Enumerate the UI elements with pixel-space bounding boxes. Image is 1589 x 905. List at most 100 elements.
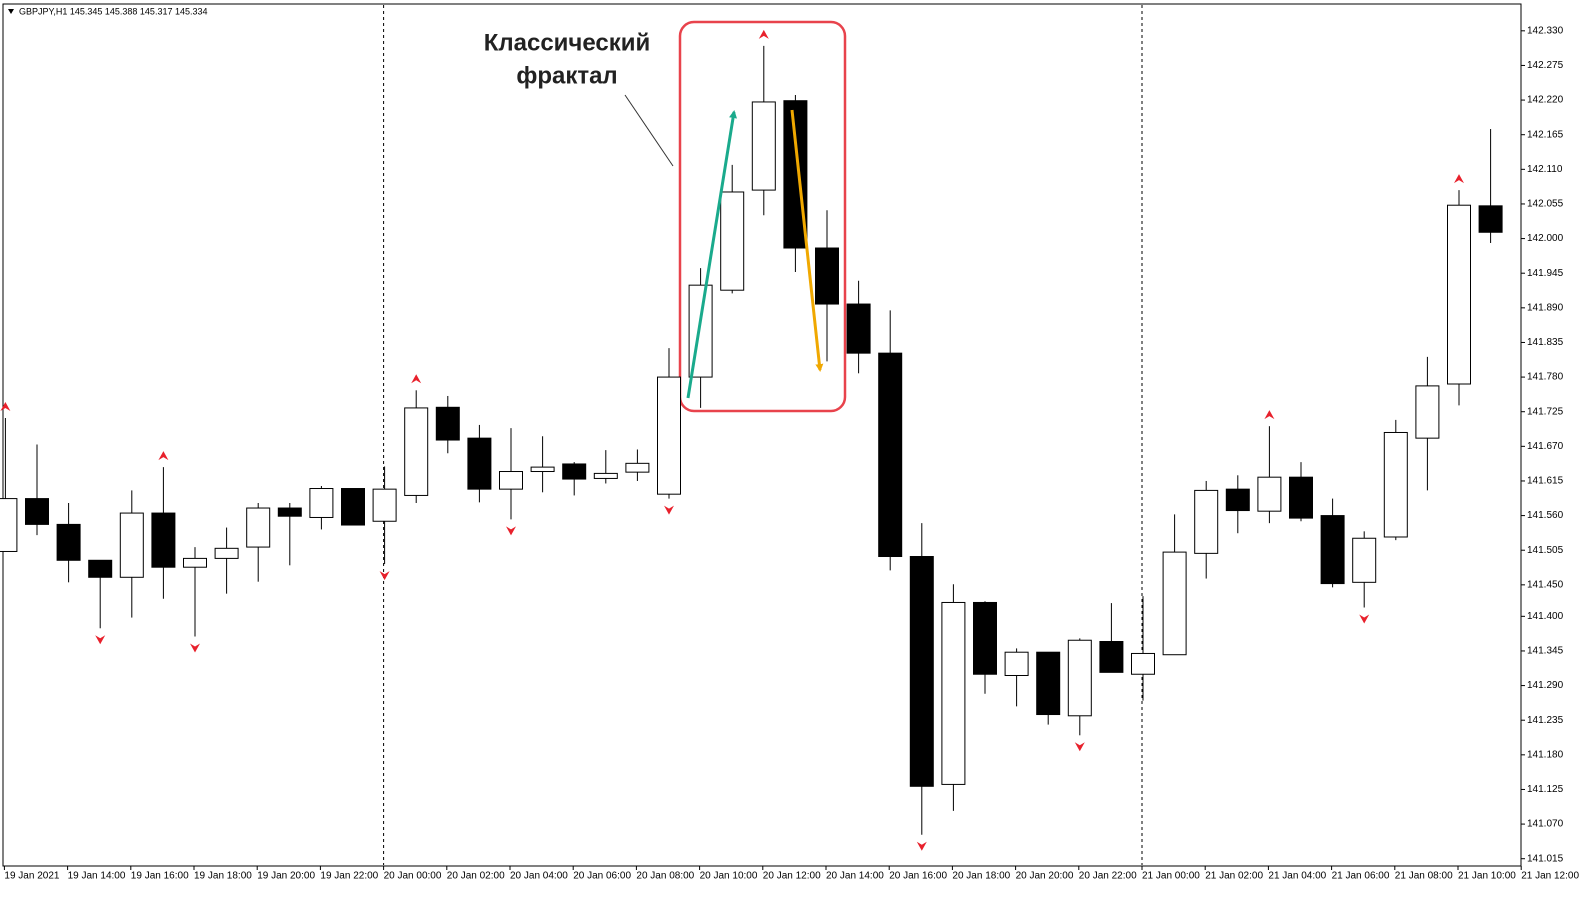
fractal-up [1454, 174, 1464, 184]
candle-body [1320, 515, 1345, 585]
x-tick-label: 20 Jan 00:00 [384, 871, 442, 882]
x-tick-label: 21 Jan 12:00 [1521, 871, 1579, 882]
annotation-connector [624, 94, 674, 167]
fractal-up [158, 451, 169, 461]
x-tick-label: 19 Jan 22:00 [320, 871, 378, 882]
x-tick-label: 19 Jan 18:00 [194, 871, 252, 882]
y-tick-label: 141.180 [1527, 749, 1564, 760]
candle-body [499, 471, 523, 490]
y-tick-label: 142.000 [1527, 233, 1564, 244]
candle-body [1004, 651, 1029, 676]
y-tick-label: 142.165 [1527, 129, 1564, 140]
x-tick-label: 20 Jan 20:00 [1016, 871, 1074, 882]
x-tick-label: 21 Jan 08:00 [1395, 871, 1453, 882]
candle-body [435, 406, 460, 441]
x-tick-label: 21 Jan 02:00 [1205, 871, 1263, 882]
x-tick-label: 20 Jan 18:00 [952, 871, 1010, 882]
x-tick-label: 20 Jan 12:00 [763, 871, 821, 882]
candle-body [25, 498, 49, 525]
candle-body [56, 523, 81, 561]
fractal-down [1359, 614, 1370, 624]
annotation-line: фрактал [516, 62, 617, 89]
candle-body [341, 488, 365, 526]
y-tick-label: 141.450 [1527, 579, 1564, 590]
x-tick-label: 21 Jan 00:00 [1142, 871, 1200, 882]
candle-body [751, 101, 776, 191]
x-tick-label: 20 Jan 06:00 [573, 871, 631, 882]
y-tick-label: 142.330 [1527, 25, 1564, 36]
symbol-header: GBPJPY,H1 145.345 145.388 145.317 145.33… [19, 6, 208, 16]
fractal-down [506, 526, 516, 536]
x-tick-label: 20 Jan 04:00 [510, 871, 568, 882]
x-tick-label: 21 Jan 06:00 [1332, 871, 1390, 882]
x-tick-label: 20 Jan 08:00 [636, 871, 694, 882]
candle-body [404, 407, 429, 496]
candle-body [625, 462, 650, 473]
fractal-up [1264, 410, 1275, 420]
y-tick-label: 141.345 [1527, 646, 1564, 657]
x-tick-label: 19 Jan 16:00 [131, 871, 189, 882]
y-tick-label: 141.505 [1527, 545, 1564, 556]
fractal-up [758, 29, 769, 39]
candle-body [309, 488, 334, 518]
candle-body [562, 463, 587, 480]
y-tick-label: 141.125 [1527, 784, 1564, 795]
x-tick-label: 20 Jan 16:00 [889, 871, 947, 882]
candle-body [657, 376, 681, 495]
y-tick-label: 142.275 [1527, 60, 1564, 71]
y-tick-label: 141.945 [1527, 268, 1564, 279]
annotation-line: Классический [484, 29, 651, 56]
y-tick-label: 141.725 [1527, 406, 1564, 417]
candle-body [1099, 641, 1124, 673]
candle-body [1257, 476, 1282, 512]
candle-body [1289, 476, 1313, 519]
candle-body [878, 352, 903, 558]
candle-body [783, 100, 808, 249]
candle-body [593, 472, 618, 479]
candle-body [973, 601, 997, 675]
candle-body [1415, 385, 1440, 439]
x-tick-label: 19 Jan 14:00 [68, 871, 126, 882]
candle-body [183, 557, 207, 568]
x-tick-label: 20 Jan 22:00 [1079, 871, 1137, 882]
y-tick-label: 141.780 [1527, 372, 1564, 383]
x-tick-label: 21 Jan 04:00 [1268, 871, 1326, 882]
fractal-down [190, 643, 200, 653]
y-tick-label: 142.110 [1527, 164, 1563, 175]
candle-body [1194, 489, 1219, 554]
x-tick-label: 21 Jan 10:00 [1458, 871, 1516, 882]
candle-body [1067, 639, 1092, 717]
x-tick-label: 19 Jan 20:00 [257, 871, 315, 882]
y-tick-label: 141.290 [1527, 680, 1564, 691]
x-tick-label: 19 Jan 2021 [4, 871, 59, 882]
x-tick-label: 20 Jan 10:00 [700, 871, 758, 882]
candle-body [372, 488, 397, 522]
fractal-up [0, 402, 11, 412]
candle-body [119, 512, 144, 578]
fractal-down [916, 841, 927, 851]
y-tick-label: 141.615 [1527, 476, 1564, 487]
candle-body [1478, 205, 1503, 233]
candle-body [1225, 488, 1250, 512]
trend-arrow-up [686, 110, 737, 399]
y-tick-label: 141.235 [1527, 715, 1564, 726]
fractal-up [411, 374, 422, 384]
trend-arrow-down [790, 109, 824, 372]
fractal-down [95, 635, 106, 645]
candle-body [720, 191, 745, 291]
candle-body [1383, 431, 1408, 538]
candle-body [88, 559, 113, 578]
candle-body [846, 303, 871, 354]
x-tick-label: 20 Jan 02:00 [447, 871, 505, 882]
candle-body [0, 498, 18, 552]
candle-body [815, 247, 839, 305]
y-tick-label: 141.070 [1527, 819, 1564, 830]
fractal-down [379, 571, 390, 581]
candle-body [1447, 204, 1471, 385]
highlight-box [678, 20, 847, 413]
x-tick-label: 20 Jan 14:00 [826, 871, 884, 882]
candle-body [909, 556, 934, 787]
candle-body [941, 601, 966, 785]
candle-body [1162, 551, 1187, 656]
